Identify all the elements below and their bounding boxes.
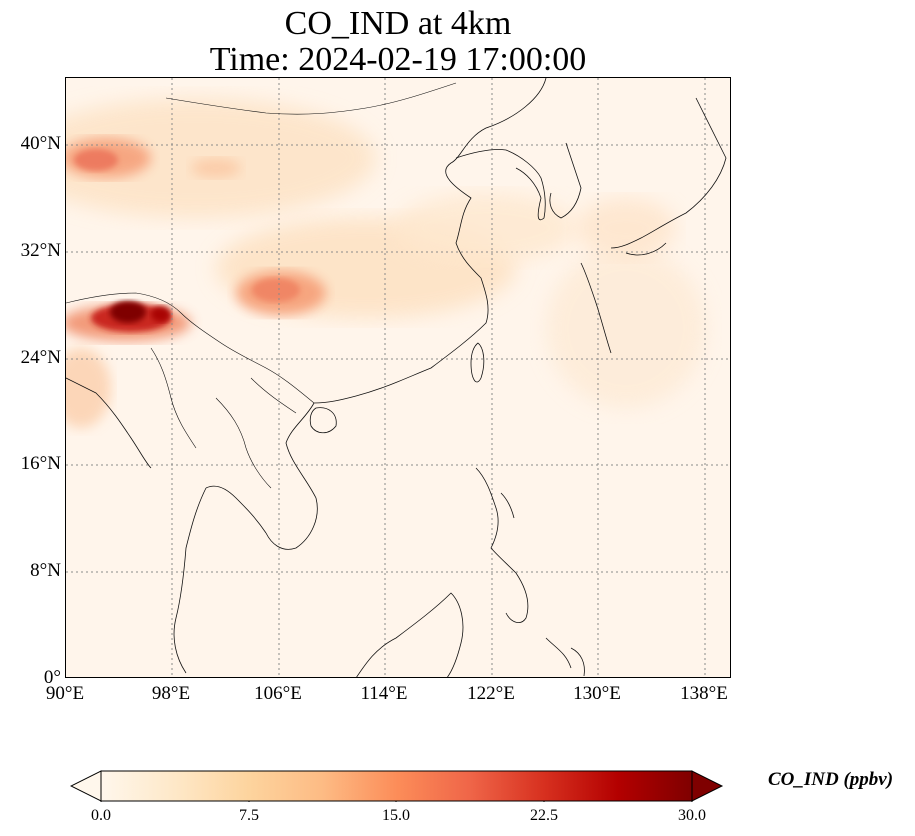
lon-label-114e: 114°E [360, 683, 408, 704]
colorbar-tick-30: 30.0 [678, 807, 706, 824]
colorbar-ticks [100, 801, 693, 802]
lon-label-122e: 122°E [467, 683, 515, 704]
colorbar [70, 770, 724, 802]
lon-label-106e: 106°E [254, 683, 302, 704]
colorbar-min-arrow [70, 770, 102, 802]
lon-label-90e: 90°E [45, 683, 85, 704]
colorbar-tick-0: 0.0 [91, 807, 111, 824]
gridlines [66, 78, 730, 677]
lat-label-16n: 16°N [20, 453, 61, 474]
colorbar-tick-15: 15.0 [382, 807, 410, 824]
colorbar-body [100, 770, 693, 802]
colorbar-max-arrow [691, 770, 724, 802]
lat-label-0: 0° [43, 667, 61, 688]
coastlines [66, 78, 727, 677]
co-field [66, 78, 730, 677]
colorbar-tick-7-5: 7.5 [239, 807, 259, 824]
lon-label-98e: 98°E [151, 683, 191, 704]
lon-label-130e: 130°E [573, 683, 621, 704]
map-panel[interactable] [65, 77, 731, 678]
lat-label-40n: 40°N [20, 133, 61, 154]
lon-label-138e: 138°E [680, 683, 728, 704]
lat-label-8n: 8°N [30, 560, 61, 581]
lat-label-24n: 24°N [20, 347, 61, 368]
map-title: CO_IND at 4km [284, 5, 512, 42]
lat-label-32n: 32°N [20, 240, 61, 261]
co-concentration-map [66, 78, 730, 677]
colorbar-tick-22-5: 22.5 [530, 807, 558, 824]
colorbar-label: CO_IND (ppbv) [768, 769, 894, 790]
map-subtitle-time: Time: 2024-02-19 17:00:00 [209, 41, 587, 78]
